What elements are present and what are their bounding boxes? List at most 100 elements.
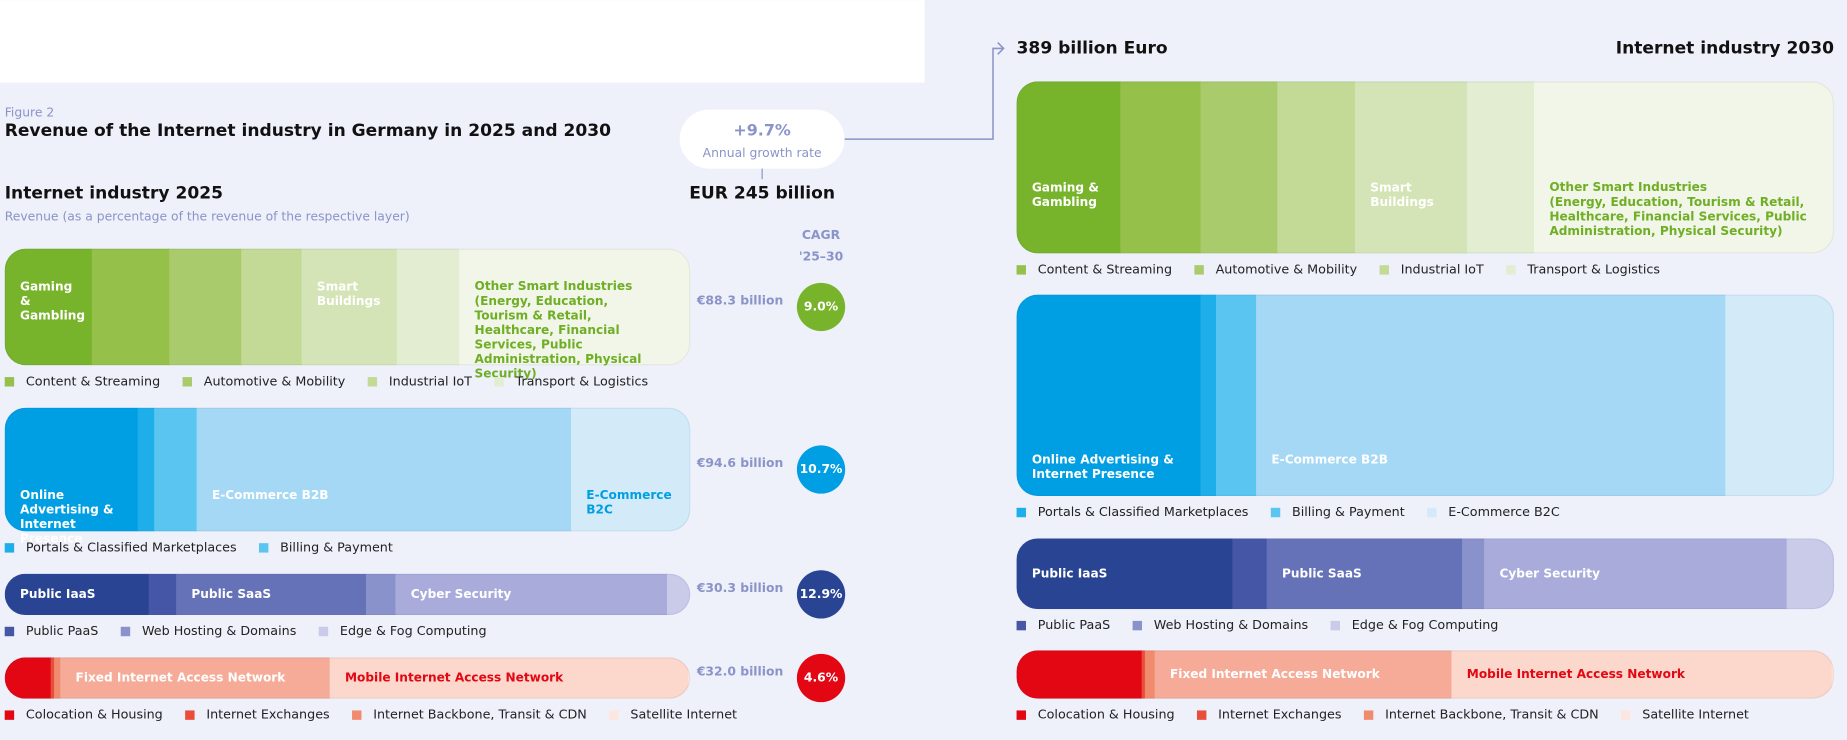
layer-bar [1016, 81, 1835, 254]
legend-swatch [609, 710, 619, 720]
subtitle: Revenue (as a percentage of the revenue … [5, 209, 410, 223]
legend-swatch [4, 626, 15, 637]
segment-label: Other Smart Industries [1549, 180, 1707, 194]
cagr-value: 10.7% [800, 462, 843, 476]
legend-label: Industrial IoT [389, 373, 472, 388]
segment [1462, 538, 1485, 610]
legend-label: Edge & Fog Computing [1352, 617, 1499, 632]
legend-label: Public PaaS [1038, 617, 1110, 632]
segment [54, 657, 61, 699]
legend-label: Internet Exchanges [1218, 707, 1341, 722]
cagr-value: 4.6% [804, 671, 838, 685]
legend-swatch [1016, 710, 1026, 720]
layer-bar [4, 573, 691, 616]
legend-label: Public PaaS [26, 623, 98, 638]
total-2025: EUR 245 billion [689, 183, 835, 203]
legend-swatch [1621, 710, 1631, 720]
segment [1016, 538, 1233, 610]
segment [196, 407, 572, 532]
legend-swatch [1270, 507, 1281, 518]
segment [459, 248, 691, 366]
segment [1466, 81, 1535, 254]
legend-swatch [258, 543, 269, 553]
segment-label: E-Commerce B2B [212, 487, 329, 501]
growth-arrow [844, 41, 1005, 140]
segment [4, 657, 52, 699]
top-panel [0, 0, 925, 83]
legend-label: Internet Backbone, Transit & CDN [373, 707, 587, 722]
segment-note: (Energy, Education, Tourism & Retail, Heal… [475, 293, 642, 379]
segment-label: Cyber Security [1499, 566, 1600, 580]
segment [1232, 538, 1268, 610]
legend-label: Content & Streaming [1038, 261, 1172, 276]
segment-label: E-Commerce B2B [1271, 452, 1388, 466]
legend-label: E-Commerce B2C [1448, 504, 1560, 519]
segment-label: E-Commerce B2C [586, 487, 671, 515]
segment [148, 573, 177, 616]
segment [1016, 81, 1121, 254]
segment-label: Online Advertising & Internet Presence [1032, 452, 1174, 480]
segment-label: Public SaaS [1282, 566, 1362, 580]
legend-swatch [318, 626, 329, 637]
legend-label: Edge & Fog Computing [340, 623, 487, 638]
segment [301, 248, 398, 366]
segment [169, 248, 242, 366]
legend-swatch [120, 626, 131, 637]
segment [395, 573, 668, 616]
segment-label: Smart Buildings [1370, 180, 1434, 208]
growth-label: Annual growth rate [703, 146, 822, 160]
legend-swatch [4, 710, 15, 720]
segment-label: Public SaaS [191, 587, 271, 601]
legend-swatch [1194, 265, 1204, 275]
legend-swatch [352, 710, 362, 720]
legend-swatch [4, 377, 15, 387]
legend-swatch [1427, 507, 1437, 518]
heading-2025: Internet industry 2025 [5, 183, 223, 203]
segment-note: (Energy, Education, Tourism & Retail, Hea… [1549, 194, 1806, 237]
segment [1451, 650, 1833, 699]
title: Revenue of the Internet industry in Germ… [5, 121, 611, 141]
legend-label: Billing & Payment [280, 539, 393, 554]
segment [329, 657, 689, 699]
legend-label: Industrial IoT [1401, 261, 1484, 276]
segment [176, 573, 367, 616]
legend-swatch [1363, 710, 1374, 720]
layer-bar [4, 657, 691, 699]
legend-label: Transport & Logistics [1526, 261, 1660, 276]
layer-bar [1016, 538, 1835, 610]
legend-label: Portals & Classified Marketplaces [1038, 504, 1249, 519]
legend-swatch [1330, 620, 1340, 631]
legend-label: Content & Streaming [26, 373, 160, 388]
segment-label: Public IaaS [20, 587, 96, 601]
segment [60, 657, 331, 699]
segment [570, 407, 691, 532]
segment-label: Gaming & Gambling [1032, 180, 1099, 208]
segment [366, 573, 397, 616]
cagr-value: 12.9% [800, 587, 843, 601]
legend-label: Billing & Payment [1292, 504, 1405, 519]
segment [1200, 294, 1217, 497]
legend-swatch [4, 543, 15, 553]
segment [396, 248, 460, 366]
segment [688, 657, 691, 699]
segment [137, 407, 155, 532]
legend-swatch [185, 710, 195, 720]
growth-bubble [679, 109, 845, 169]
legend-swatch [494, 377, 504, 387]
segment [1725, 294, 1835, 497]
legend-label: Web Hosting & Domains [142, 623, 296, 638]
segment [91, 248, 170, 366]
segment-label: Public IaaS [1032, 566, 1108, 580]
legend-label: Automotive & Mobility [1216, 261, 1358, 276]
segment-label: Mobile Internet Access Network [1467, 667, 1686, 681]
layer-revenue: €94.6 billion [696, 456, 783, 470]
legend-swatch [1132, 620, 1143, 631]
layer-bar [4, 407, 691, 532]
layer-bar [1016, 650, 1835, 699]
legend-swatch [367, 377, 378, 387]
total-2030: 389 billion Euro [1017, 38, 1168, 58]
segment-label: Smart Buildings [317, 279, 381, 307]
